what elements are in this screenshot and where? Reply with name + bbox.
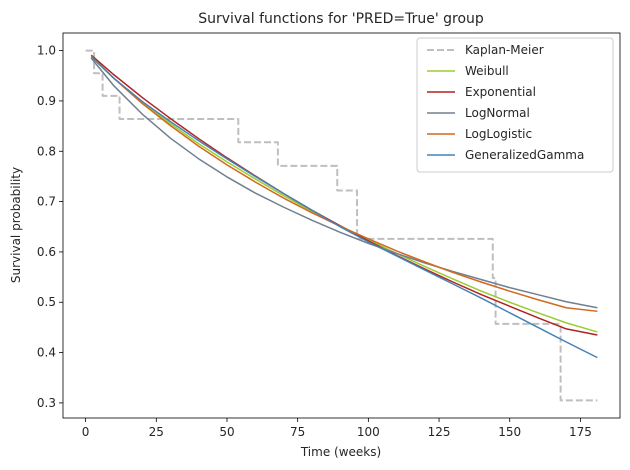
x-tick-label: 25 (149, 425, 164, 439)
plot-area: 0 25 50 75 100 125 150 175 0.3 0.4 0.5 0.6 0.7 0.8 0.9… (37, 32, 621, 439)
legend-label: GeneralizedGamma (465, 148, 584, 162)
y-tick-label: 0.4 (37, 346, 56, 360)
legend-label: Kaplan-Meier (465, 43, 544, 57)
legend-label: LogLogistic (465, 127, 532, 141)
x-tick-label: 175 (569, 425, 592, 439)
y-tick-label: 1.0 (37, 44, 56, 58)
chart-title: Survival functions for 'PRED=True' group (198, 11, 484, 27)
legend-label: LogNormal (465, 106, 530, 120)
y-tick-label: 0.6 (37, 245, 56, 259)
series-line-generalizedgamma (90, 56, 598, 359)
y-tick-label: 0.9 (37, 94, 56, 108)
series-line-lognormal (90, 57, 598, 309)
legend-label: Weibull (465, 64, 509, 78)
legend-box (416, 37, 614, 173)
axes-frame (62, 32, 621, 419)
y-axis-title: Survival probability (9, 167, 23, 283)
x-tick-label: 100 (357, 425, 380, 439)
x-tick-label: 0 (82, 425, 90, 439)
y-tick-label: 0.8 (37, 144, 56, 158)
legend: Kaplan-Meier Weibull Exponential LogNormal L… (416, 37, 614, 173)
y-tick-label: 0.3 (37, 396, 56, 410)
y-tick-label: 0.5 (37, 295, 56, 309)
legend-label: Exponential (465, 85, 536, 99)
x-tick-label: 50 (219, 425, 234, 439)
x-axis-title: Time (weeks) (300, 445, 381, 459)
x-tick-label: 75 (290, 425, 305, 439)
y-tick-label: 0.7 (37, 195, 56, 209)
x-tick-label: 125 (428, 425, 451, 439)
x-tick-label: 150 (498, 425, 521, 439)
